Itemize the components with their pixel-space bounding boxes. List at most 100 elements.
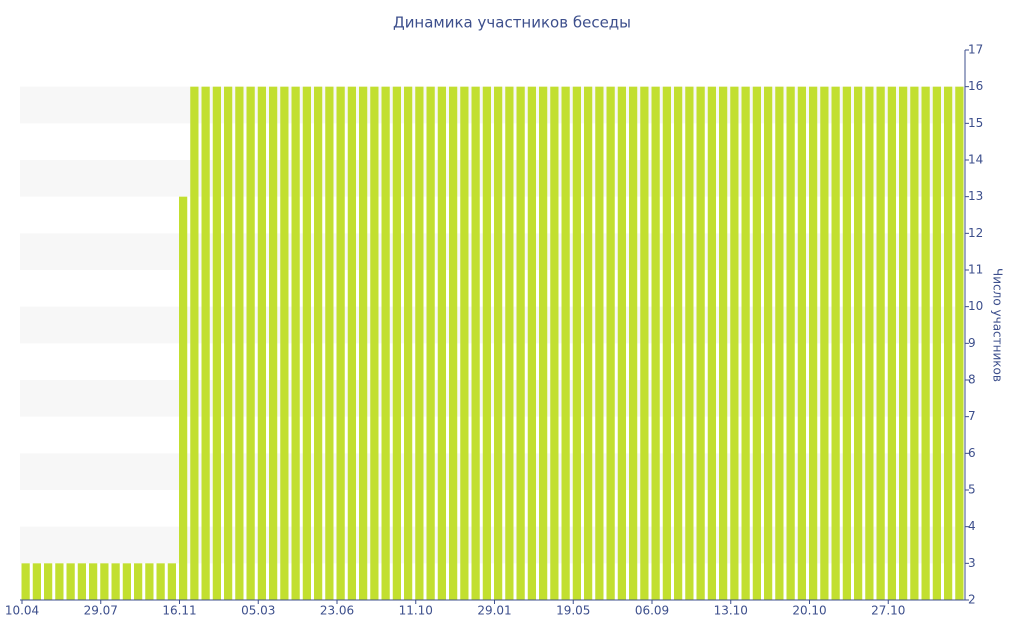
x-tick-label: 06.09 — [635, 604, 669, 618]
bar — [932, 86, 941, 600]
y-tick-label: 15 — [968, 116, 983, 130]
x-tick-label: 16.11 — [162, 604, 196, 618]
bar — [415, 86, 424, 600]
y-tick-label: 2 — [968, 593, 976, 607]
bar — [167, 563, 176, 600]
y-tick-label: 11 — [968, 263, 983, 277]
grid-band — [20, 380, 965, 417]
bar — [156, 563, 165, 600]
bar — [460, 86, 469, 600]
bar — [482, 86, 491, 600]
bar — [280, 86, 289, 600]
bar — [539, 86, 548, 600]
grid-band — [20, 526, 965, 564]
y-tick-label: 12 — [968, 226, 983, 240]
bar — [809, 86, 818, 600]
bar — [887, 86, 896, 600]
bar — [291, 86, 300, 600]
y-tick-label: 4 — [968, 519, 976, 533]
bar — [404, 86, 413, 600]
y-tick-label: 5 — [968, 483, 976, 497]
bar — [854, 86, 863, 600]
bar — [66, 563, 75, 600]
bar — [347, 86, 356, 600]
bar — [325, 86, 334, 600]
bar — [269, 86, 278, 600]
bar — [359, 86, 368, 600]
bar — [820, 86, 829, 600]
bar — [212, 86, 221, 600]
bar — [629, 86, 638, 600]
bar — [314, 86, 323, 600]
bar — [190, 86, 199, 600]
grid-band — [20, 160, 965, 197]
bar — [145, 563, 154, 600]
bar — [617, 86, 626, 600]
y-tick-label: 3 — [968, 556, 976, 570]
bar — [201, 86, 210, 600]
x-tick-label: 10.04 — [5, 604, 39, 618]
bar — [899, 86, 908, 600]
bar — [696, 86, 705, 600]
bar — [685, 86, 694, 600]
bar — [494, 86, 503, 600]
bar — [77, 563, 86, 600]
bar — [246, 86, 255, 600]
x-tick-label: 05.03 — [241, 604, 275, 618]
bar — [719, 86, 728, 600]
y-tick-label: 10 — [968, 299, 983, 313]
bar — [224, 86, 233, 600]
bar — [741, 86, 750, 600]
bar — [921, 86, 930, 600]
bar — [89, 563, 98, 600]
y-axis-title: Число участников — [991, 268, 1005, 382]
bar — [572, 86, 581, 600]
x-tick-label: 23.06 — [320, 604, 354, 618]
bar — [595, 86, 604, 600]
chart-title: Динамика участников беседы — [393, 14, 631, 32]
bar — [179, 196, 188, 600]
bar — [134, 563, 143, 600]
bar — [842, 86, 851, 600]
bar — [561, 86, 570, 600]
grid-band — [20, 86, 965, 124]
y-tick-label: 6 — [968, 446, 976, 460]
x-tick-label: 29.01 — [477, 604, 511, 618]
y-tick-label: 16 — [968, 79, 983, 93]
bar — [865, 86, 874, 600]
x-tick-label: 20.10 — [792, 604, 826, 618]
bar — [775, 86, 784, 600]
bar — [910, 86, 919, 600]
bar — [876, 86, 885, 600]
grid-band — [20, 306, 965, 344]
x-tick-label: 13.10 — [714, 604, 748, 618]
bar — [336, 86, 345, 600]
bar — [797, 86, 806, 600]
bar — [662, 86, 671, 600]
x-tick-label: 11.10 — [399, 604, 433, 618]
bar — [640, 86, 649, 600]
bar — [606, 86, 615, 600]
bar — [32, 563, 41, 600]
bar — [449, 86, 458, 600]
bar — [55, 563, 64, 600]
bar — [437, 86, 446, 600]
bar — [955, 86, 964, 600]
bar — [944, 86, 953, 600]
y-tick-label: 13 — [968, 189, 983, 203]
bar — [707, 86, 716, 600]
bar — [831, 86, 840, 600]
bar — [100, 563, 109, 600]
bar — [111, 563, 120, 600]
bar — [516, 86, 525, 600]
bar — [370, 86, 379, 600]
y-tick-label: 7 — [968, 409, 976, 423]
bar — [426, 86, 435, 600]
bar — [764, 86, 773, 600]
bar — [44, 563, 53, 600]
bar — [584, 86, 593, 600]
bar — [21, 563, 30, 600]
bar — [730, 86, 739, 600]
